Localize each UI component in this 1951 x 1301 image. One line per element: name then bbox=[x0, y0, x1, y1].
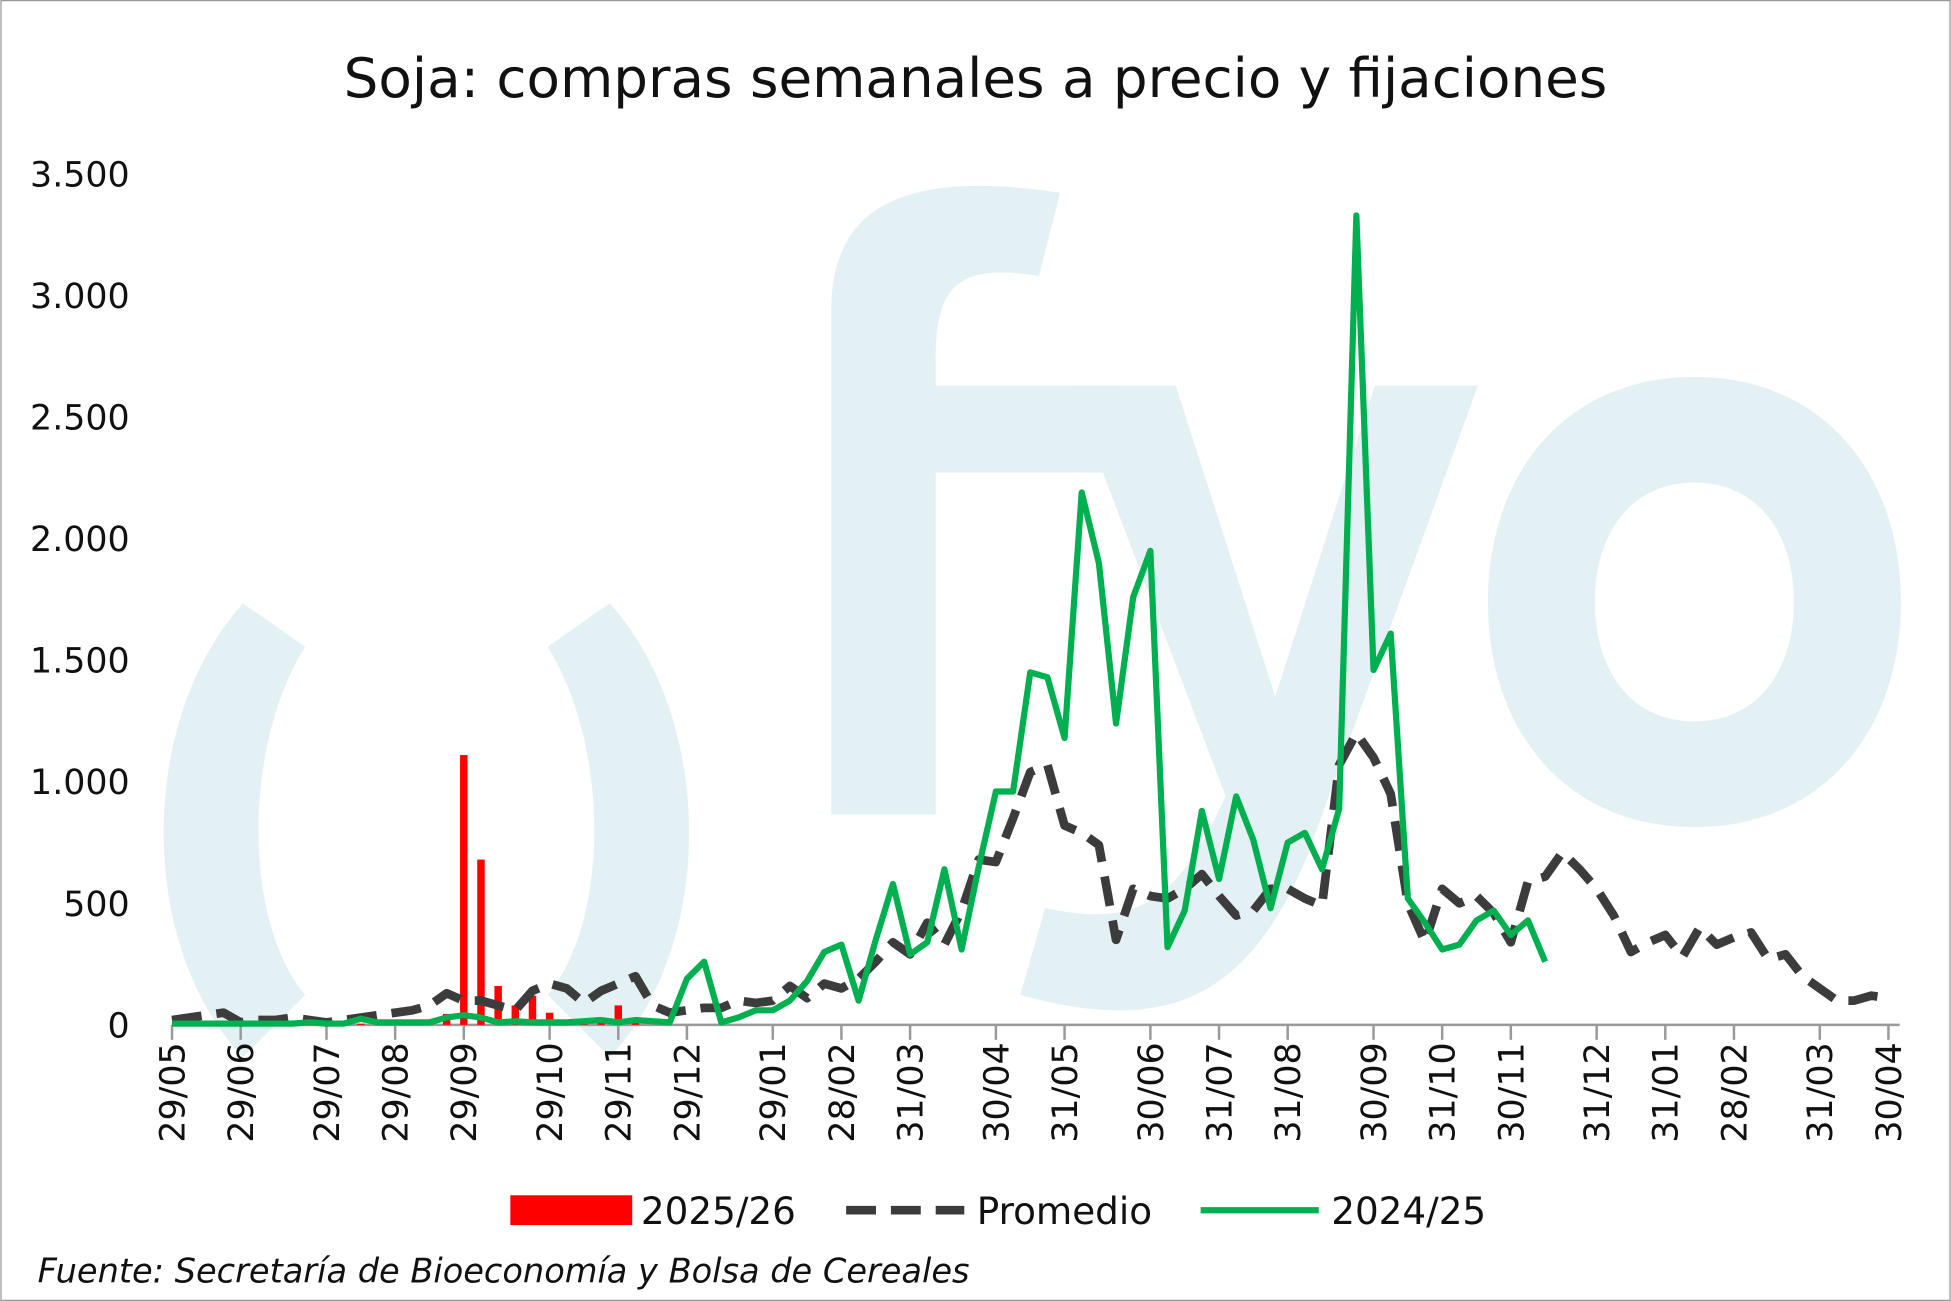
dashed-line bbox=[171, 728, 1890, 1027]
x-tick-label: 31/03 bbox=[892, 1042, 932, 1142]
x-tick-label: 28/02 bbox=[1715, 1042, 1755, 1142]
x-tick-label: 29/12 bbox=[668, 1042, 708, 1142]
x-tick-label: 29/11 bbox=[600, 1042, 640, 1142]
x-tick-label: 31/01 bbox=[1647, 1042, 1687, 1142]
bar bbox=[460, 755, 468, 1025]
x-tick-label: 31/05 bbox=[1046, 1042, 1086, 1142]
x-tick-label: 29/10 bbox=[531, 1042, 571, 1142]
x-tick-label: 30/04 bbox=[977, 1042, 1017, 1142]
x-tick-label: 31/08 bbox=[1269, 1042, 1309, 1142]
x-tick-label: 30/04 bbox=[1870, 1042, 1910, 1142]
source: Fuente: Secretaría de Bioeconomía y Bols… bbox=[38, 1251, 970, 1290]
bar bbox=[511, 1005, 520, 1025]
x-tick-label: 30/09 bbox=[1355, 1042, 1395, 1142]
x-tick-label: 30/06 bbox=[1132, 1042, 1172, 1142]
x-tick-label: 31/07 bbox=[1200, 1042, 1240, 1142]
x-tick-label: 29/06 bbox=[222, 1042, 262, 1142]
chart-title: Soja: compras semanales a precio y fijac… bbox=[344, 46, 1608, 110]
y-tick-label: 2.000 bbox=[30, 520, 130, 560]
bar bbox=[545, 1012, 554, 1025]
x-tick-label: 31/12 bbox=[1578, 1042, 1618, 1142]
legend-label: Promedio bbox=[977, 1189, 1152, 1233]
legend-label: 2025/26 bbox=[641, 1189, 796, 1233]
x-tick-label: 30/11 bbox=[1492, 1042, 1532, 1142]
y-tick-label: 0 bbox=[108, 1006, 130, 1046]
bar bbox=[357, 1023, 365, 1025]
legend-swatch bbox=[510, 1195, 633, 1226]
y-tick-label: 3.500 bbox=[30, 156, 130, 196]
y-tick-label: 1.500 bbox=[30, 642, 130, 682]
x-tick-label: 29/01 bbox=[754, 1042, 794, 1142]
bar bbox=[614, 1005, 623, 1025]
y-tick-label: 3.000 bbox=[30, 277, 130, 317]
bar bbox=[477, 859, 485, 1025]
x-tick-label: 29/07 bbox=[308, 1042, 348, 1142]
x-tick-label: 31/10 bbox=[1424, 1042, 1464, 1142]
x-tick-label: 29/09 bbox=[445, 1042, 485, 1142]
x-tick-label: 29/05 bbox=[153, 1042, 193, 1142]
x-tick-label: 28/02 bbox=[823, 1042, 863, 1142]
y-tick-label: 1.000 bbox=[30, 763, 130, 803]
line bbox=[172, 212, 1549, 1027]
y-tick-label: 2.500 bbox=[30, 399, 130, 439]
x-tick-label: 31/03 bbox=[1801, 1042, 1841, 1142]
y-tick-label: 500 bbox=[63, 885, 129, 925]
x-tick-label: 29/08 bbox=[377, 1042, 417, 1142]
bar bbox=[528, 995, 537, 1025]
legend-label: 2024/25 bbox=[1331, 1189, 1486, 1233]
watermark bbox=[163, 185, 1901, 1058]
